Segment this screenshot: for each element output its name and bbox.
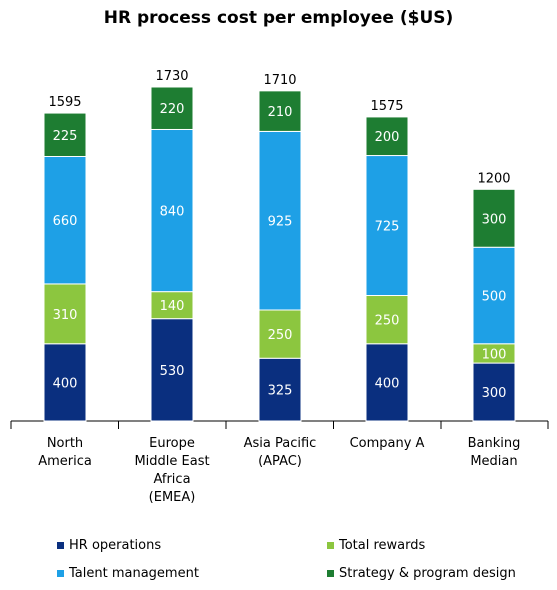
x-tick-label-2-0: Asia Pacific — [244, 436, 317, 451]
bar-strategy-program-design-0 — [43, 112, 87, 158]
data-label-talent-management-2: 925 — [268, 215, 293, 230]
x-tick-label-1-1: Middle East — [134, 454, 209, 469]
data-label-hr-operations-3: 400 — [375, 376, 400, 391]
x-tick-label-0-1: America — [38, 454, 92, 469]
bar-hr-operations-2 — [258, 357, 302, 422]
legend-swatch-strategy-program-design — [327, 570, 334, 577]
x-tick-label-2-1: (APAC) — [258, 454, 302, 469]
bar-strategy-program-design-2 — [258, 90, 302, 132]
data-label-talent-management-3: 725 — [375, 220, 400, 235]
data-label-hr-operations-0: 400 — [53, 376, 78, 391]
bar-total-rewards-3 — [365, 295, 409, 345]
bar-talent-management-0 — [43, 156, 87, 285]
data-label-total-rewards-0: 310 — [53, 308, 78, 323]
x-tick-label-0-0: North — [47, 436, 83, 451]
bar-strategy-program-design-4 — [472, 188, 516, 248]
bar-total-rewards-1 — [150, 291, 194, 320]
data-label-talent-management-1: 840 — [160, 205, 185, 220]
data-label-total-rewards-2: 250 — [268, 328, 293, 343]
bar-total-rewards-2 — [258, 309, 302, 359]
bar-strategy-program-design-1 — [150, 86, 194, 130]
data-label-strategy-program-design-4: 300 — [482, 212, 507, 227]
total-label-3: 1575 — [370, 99, 403, 114]
data-label-hr-operations-2: 325 — [268, 384, 293, 399]
total-label-0: 1595 — [48, 95, 81, 110]
legend-item-hr-operations: HR operations — [57, 538, 161, 553]
data-label-total-rewards-4: 100 — [482, 347, 507, 362]
bar-talent-management-4 — [472, 246, 516, 345]
data-label-hr-operations-1: 530 — [160, 364, 185, 379]
total-label-2: 1710 — [263, 73, 296, 88]
legend-label-total-rewards: Total rewards — [339, 538, 426, 553]
data-label-total-rewards-1: 140 — [160, 299, 185, 314]
x-tick-label-1-2: Africa — [153, 472, 190, 487]
x-tick-label-1-0: Europe — [149, 436, 195, 451]
bar-talent-management-3 — [365, 155, 409, 297]
legend-swatch-talent-management — [57, 570, 64, 577]
legend-item-total-rewards: Total rewards — [327, 538, 425, 553]
data-label-strategy-program-design-1: 220 — [160, 102, 185, 117]
total-label-4: 1200 — [477, 171, 510, 186]
data-label-strategy-program-design-3: 200 — [375, 130, 400, 145]
x-tick-label-3-0: Company A — [350, 436, 425, 451]
legend-swatch-hr-operations — [57, 542, 64, 549]
legend-label-talent-management: Talent management — [69, 566, 199, 581]
bar-talent-management-2 — [258, 130, 302, 311]
data-label-strategy-program-design-0: 225 — [53, 129, 78, 144]
legend-item-talent-management: Talent management — [57, 566, 199, 581]
chart-title: HR process cost per employee ($US) — [103, 8, 454, 28]
bar-talent-management-1 — [150, 128, 194, 293]
x-tick-label-4-0: Banking — [468, 436, 521, 451]
legend-item-strategy-program-design: Strategy & program design — [327, 566, 516, 581]
x-tick-label-4-1: Median — [470, 454, 517, 469]
legend-label-strategy-program-design: Strategy & program design — [339, 566, 516, 581]
data-label-total-rewards-3: 250 — [375, 314, 400, 329]
legend-label-hr-operations: HR operations — [69, 538, 162, 553]
bar-hr-operations-3 — [365, 343, 409, 422]
bar-strategy-program-design-3 — [365, 116, 409, 157]
data-label-strategy-program-design-2: 210 — [268, 105, 293, 120]
x-tick-label-1-3: (EMEA) — [149, 490, 196, 505]
data-label-talent-management-4: 500 — [482, 290, 507, 305]
data-label-hr-operations-4: 300 — [482, 386, 507, 401]
legend-swatch-total-rewards — [327, 542, 334, 549]
total-label-1: 1730 — [155, 69, 188, 84]
bar-total-rewards-0 — [43, 283, 87, 345]
bar-hr-operations-4 — [472, 362, 516, 422]
data-label-talent-management-0: 660 — [53, 214, 78, 229]
bar-hr-operations-1 — [150, 318, 194, 422]
